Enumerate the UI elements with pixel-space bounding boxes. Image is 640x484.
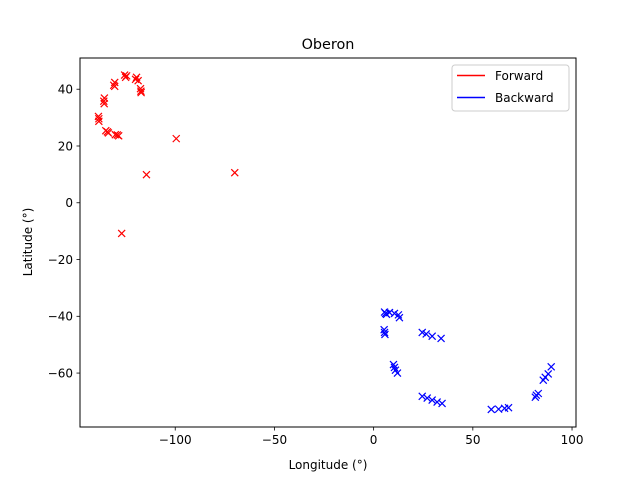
y-tick-label: 40 xyxy=(58,83,73,97)
x-tick-label: −50 xyxy=(262,433,287,447)
y-tick-label: −40 xyxy=(48,310,73,324)
backward-point xyxy=(547,362,556,371)
forward-point xyxy=(136,87,145,96)
forward-point xyxy=(120,71,129,79)
forward-point xyxy=(114,131,123,140)
y-tick-label: 0 xyxy=(65,196,73,210)
y-axis-label: Latitude (°) xyxy=(21,208,35,277)
forward-point xyxy=(99,97,108,106)
backward-point xyxy=(534,389,543,398)
legend-label-backward: Backward xyxy=(495,91,554,105)
backward-point xyxy=(433,398,442,406)
legend: Forward Backward xyxy=(451,64,570,112)
backward-point xyxy=(393,369,402,377)
forward-point xyxy=(117,229,126,238)
x-tick-label: −100 xyxy=(159,433,192,447)
forward-point xyxy=(172,134,181,143)
x-axis-ticks: −100 −50 0 50 100 xyxy=(159,427,584,447)
forward-point xyxy=(230,168,239,177)
forward-point xyxy=(110,82,119,91)
backward-point xyxy=(438,399,447,408)
backward-point xyxy=(437,334,446,343)
y-tick-label: 20 xyxy=(58,139,73,153)
backward-point xyxy=(544,369,553,378)
legend-box xyxy=(451,64,570,112)
plot-area xyxy=(94,71,556,414)
forward-point xyxy=(121,73,130,82)
forward-point xyxy=(142,170,151,179)
chart-title: Oberon xyxy=(302,37,355,53)
backward-point xyxy=(423,394,432,402)
backward-point xyxy=(428,332,437,341)
plot-frame xyxy=(79,57,577,428)
y-tick-label: −60 xyxy=(48,366,73,380)
forward-point xyxy=(94,117,103,126)
backward-point xyxy=(418,392,427,401)
x-tick-label: 50 xyxy=(465,433,480,447)
backward-point xyxy=(380,328,389,337)
backward-point xyxy=(381,330,389,339)
x-axis-label: Longitude (°) xyxy=(289,458,368,472)
backward-point xyxy=(504,403,513,412)
x-tick-label: 100 xyxy=(561,433,584,447)
y-tick-label: −20 xyxy=(48,253,73,267)
y-axis-ticks: −60 −40 −20 0 20 40 xyxy=(48,83,80,380)
forward-point xyxy=(134,76,143,85)
x-tick-label: 0 xyxy=(370,433,378,447)
forward-point xyxy=(100,99,109,108)
backward-point xyxy=(487,405,496,414)
backward-point xyxy=(422,329,431,338)
legend-label-forward: Forward xyxy=(495,69,543,83)
forward-point xyxy=(104,129,113,137)
backward-point xyxy=(428,396,437,404)
forward-point xyxy=(94,114,103,123)
backward-point xyxy=(395,313,404,322)
forward-point xyxy=(137,88,146,97)
